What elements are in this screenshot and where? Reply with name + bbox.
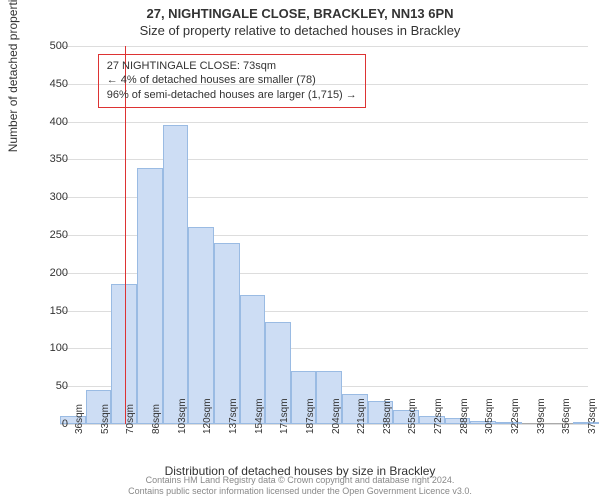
y-tick-label: 500 (28, 40, 68, 52)
x-tick-label: 154sqm (254, 426, 265, 434)
x-tick-label: 53sqm (100, 426, 111, 434)
chart-title-address: 27, NIGHTINGALE CLOSE, BRACKLEY, NN13 6P… (0, 0, 600, 21)
x-tick-label: 288sqm (459, 426, 470, 434)
x-tick-label: 36sqm (74, 426, 85, 434)
x-tick-label: 103sqm (177, 426, 188, 434)
footer-line-2: Contains public sector information licen… (128, 486, 472, 496)
gridline (60, 46, 588, 47)
x-tick-label: 356sqm (561, 426, 572, 434)
chart-title-description: Size of property relative to detached ho… (0, 21, 600, 38)
histogram-bar (137, 168, 163, 424)
annotation-line-1: 27 NIGHTINGALE CLOSE: 73sqm (107, 59, 357, 74)
x-tick-label: 137sqm (228, 426, 239, 434)
annotation-line-3: 96% of semi-detached houses are larger (… (107, 88, 357, 103)
y-tick-label: 200 (28, 267, 68, 279)
histogram-bar (188, 227, 214, 424)
y-tick-label: 350 (28, 153, 68, 165)
x-tick-label: 120sqm (202, 426, 213, 434)
x-tick-label: 187sqm (305, 426, 316, 434)
x-tick-label: 305sqm (484, 426, 495, 434)
gridline (60, 159, 588, 160)
gridline (60, 424, 588, 425)
x-tick-label: 171sqm (279, 426, 290, 434)
x-tick-label: 204sqm (331, 426, 342, 434)
annotation-line-2: ← 4% of detached houses are smaller (78) (107, 73, 357, 88)
histogram-bar (214, 243, 240, 424)
x-tick-label: 255sqm (407, 426, 418, 434)
plot-area: 36sqm53sqm70sqm86sqm103sqm120sqm137sqm15… (60, 46, 588, 424)
annotation-box: 27 NIGHTINGALE CLOSE: 73sqm← 4% of detac… (98, 54, 366, 109)
x-tick-label: 238sqm (382, 426, 393, 434)
y-tick-label: 450 (28, 78, 68, 90)
y-tick-label: 250 (28, 229, 68, 241)
property-size-histogram: 27, NIGHTINGALE CLOSE, BRACKLEY, NN13 6P… (0, 0, 600, 500)
x-tick-label: 221sqm (356, 426, 367, 434)
histogram-bar (163, 125, 189, 424)
y-tick-label: 300 (28, 191, 68, 203)
x-tick-label: 86sqm (151, 426, 162, 434)
y-tick-label: 400 (28, 116, 68, 128)
attribution-footer: Contains HM Land Registry data © Crown c… (0, 475, 600, 497)
x-tick-label: 373sqm (587, 426, 598, 434)
y-tick-label: 0 (28, 418, 68, 430)
x-tick-label: 272sqm (433, 426, 444, 434)
gridline (60, 122, 588, 123)
footer-line-1: Contains HM Land Registry data © Crown c… (146, 475, 455, 485)
y-axis-label: Number of detached properties (6, 0, 20, 152)
x-tick-label: 339sqm (536, 426, 547, 434)
x-tick-label: 70sqm (125, 426, 136, 434)
y-tick-label: 150 (28, 305, 68, 317)
y-tick-label: 100 (28, 342, 68, 354)
x-tick-label: 322sqm (510, 426, 521, 434)
y-tick-label: 50 (28, 380, 68, 392)
